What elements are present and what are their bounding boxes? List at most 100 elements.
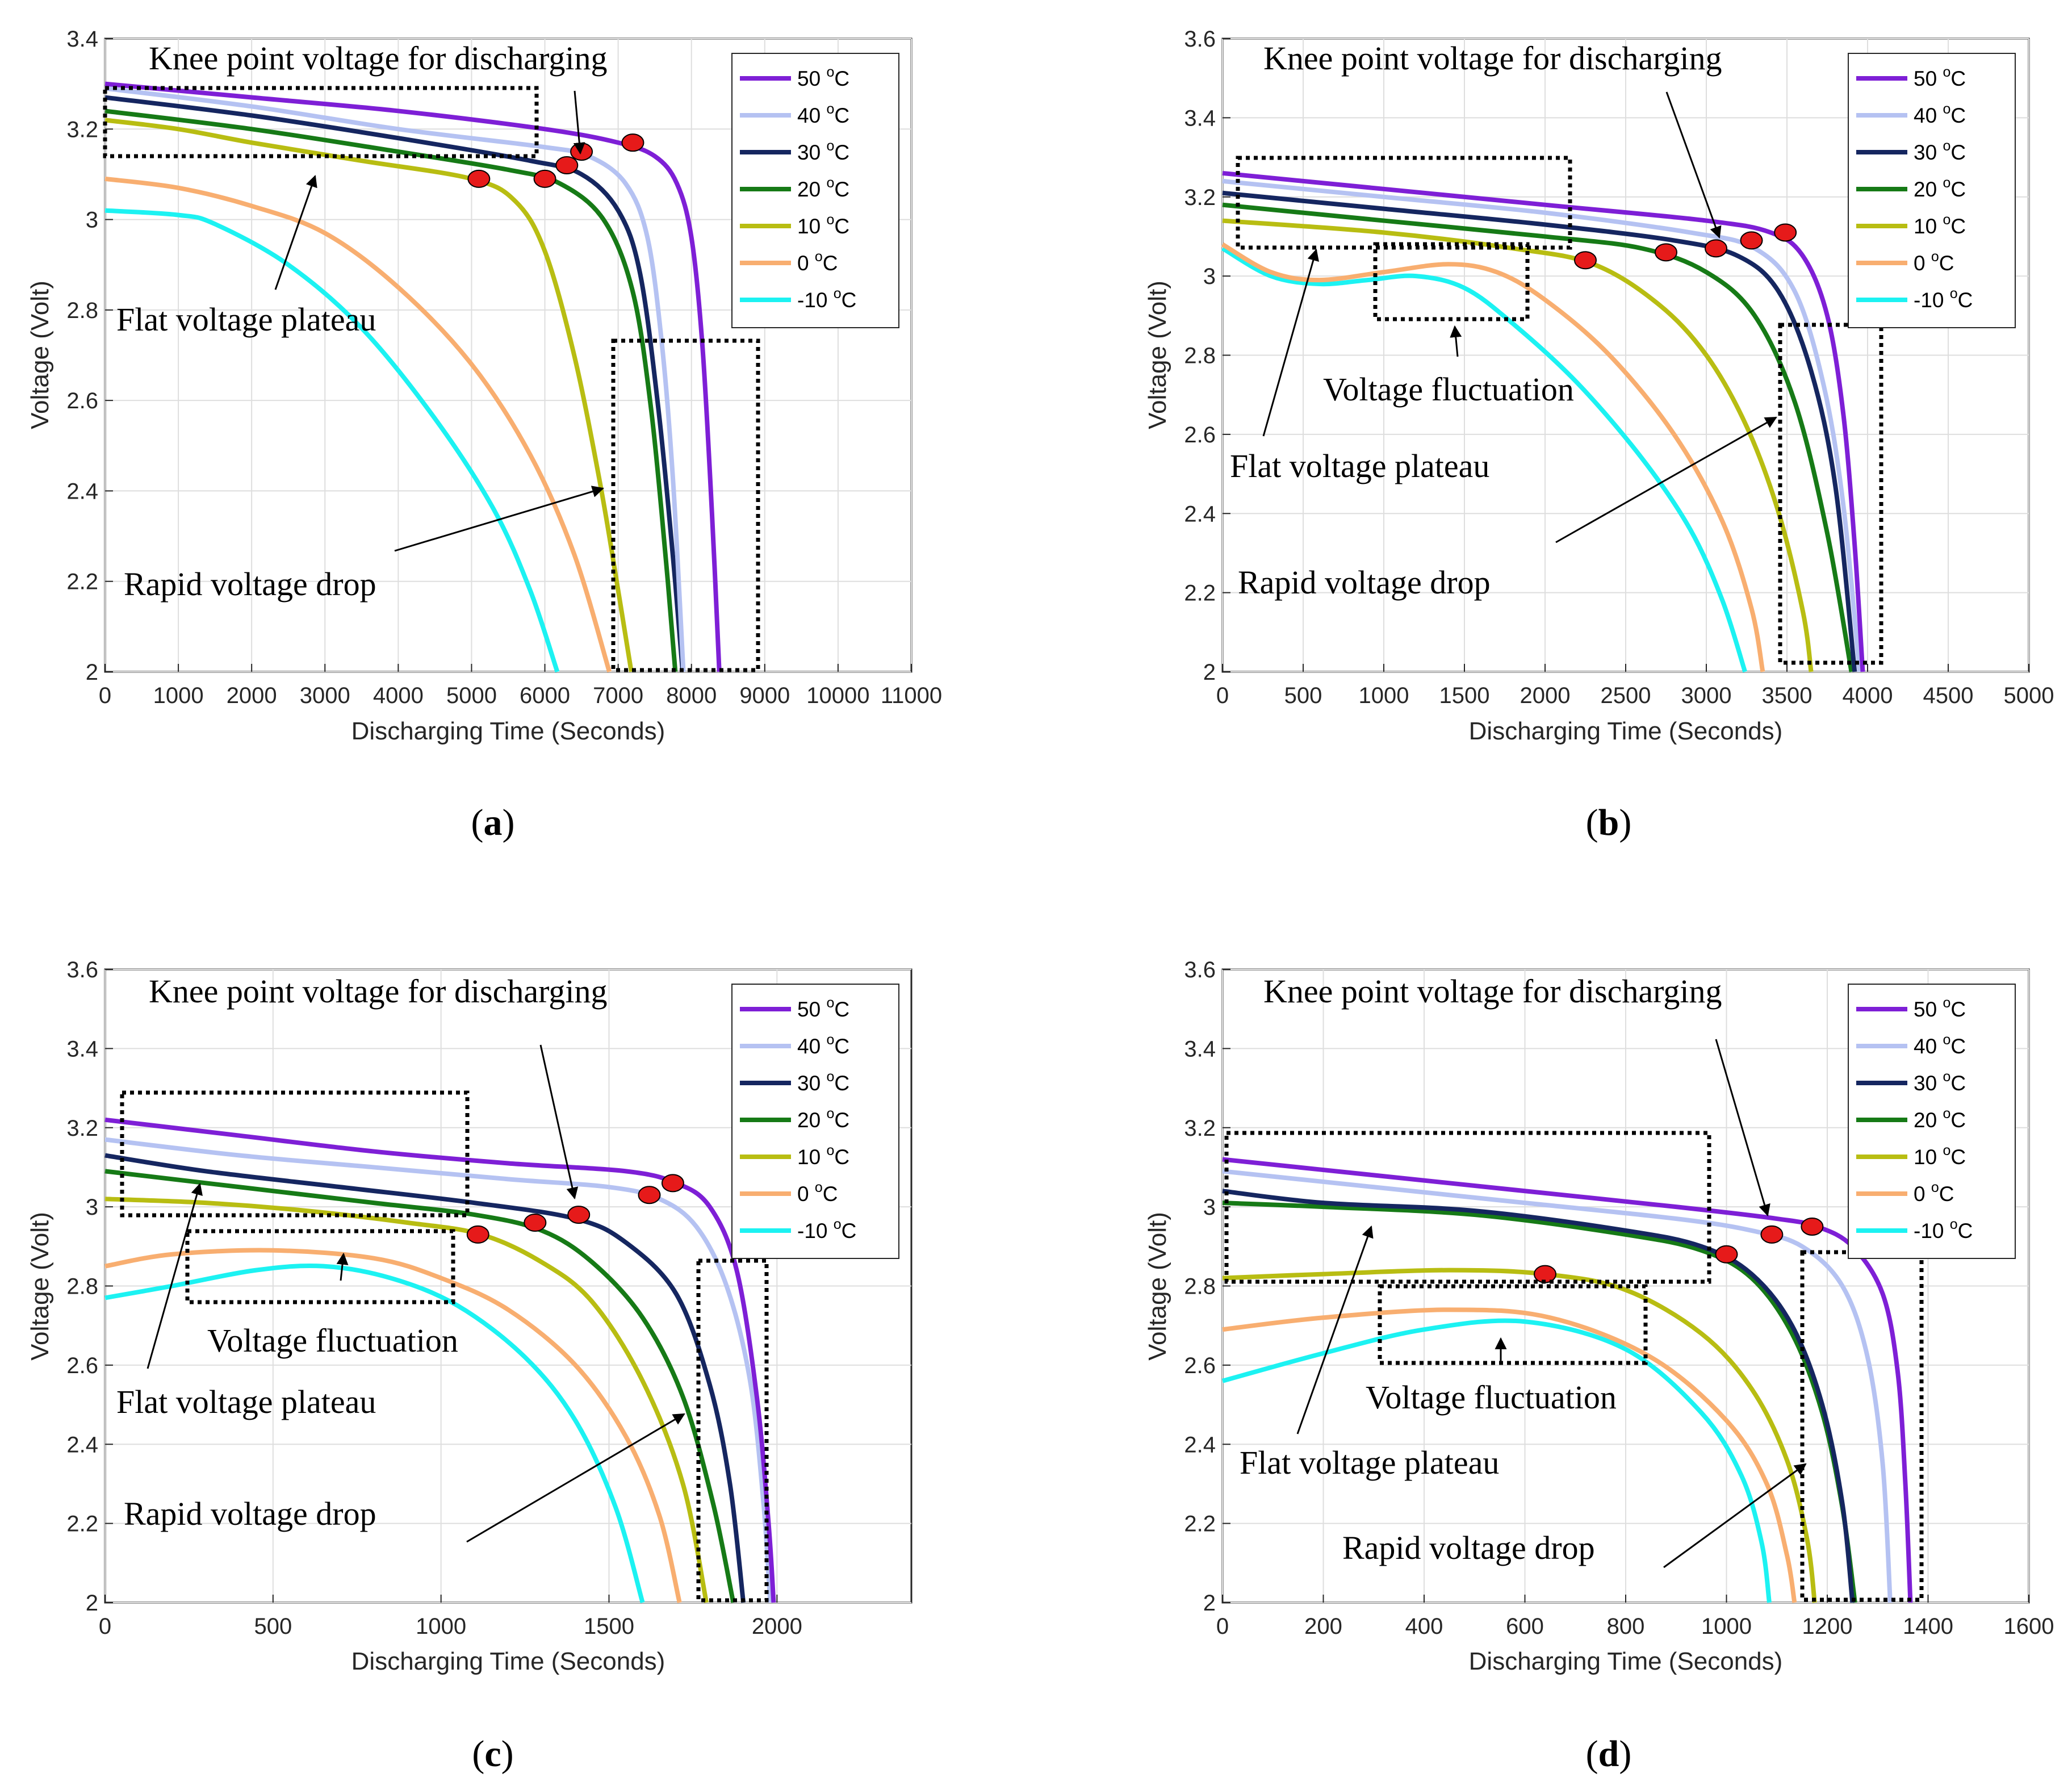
knee-point-40 [570, 143, 593, 161]
x-tick-label: 0 [1216, 1614, 1229, 1639]
panel-d-plateau-box [1224, 1131, 1711, 1284]
panel-b-drop-arrow [1555, 416, 1777, 543]
panel-b-plateau-box [1236, 156, 1572, 250]
y-tick-label: 2.8 [1184, 1274, 1216, 1299]
panel-b-drop-label: Rapid voltage drop [1238, 564, 1491, 601]
panel-a-series [104, 81, 722, 673]
x-tick-label: 600 [1506, 1614, 1544, 1639]
knee-point-30 [1705, 239, 1728, 258]
legend-label-30: 30 oC [1914, 138, 1966, 164]
x-tick-label: 4000 [373, 683, 424, 708]
panel-c-legend: 50 oC 40 oC 30 oC 20 oC 10 oC 0 oC -10 oC [731, 984, 899, 1259]
x-tick-label: 1500 [1439, 683, 1490, 708]
panel-c-fluct-box [185, 1229, 455, 1304]
panel-b-ylabel: Voltage (Volt) [1144, 281, 1171, 429]
panel-d-plateau-arrow [1296, 1225, 1374, 1434]
panel-b-sublabel: (b) [1586, 802, 1632, 843]
panel-d-knees [1534, 1217, 1824, 1283]
x-tick-label: 1000 [416, 1614, 466, 1639]
y-tick-label: 2.4 [1184, 1432, 1216, 1457]
knee-point-30 [1715, 1245, 1738, 1264]
y-tick-label: 2.2 [1184, 581, 1216, 606]
panel-c-series [104, 1117, 776, 1604]
legend-label--10: -10 oC [1914, 1216, 1973, 1243]
legend-label-0: 0 oC [797, 249, 838, 275]
y-tick-label: 3.4 [1184, 106, 1216, 131]
series-line--10 [1221, 1318, 1772, 1603]
panel-b-fluct-arrow [1450, 325, 1462, 357]
legend-label--10: -10 oC [797, 1216, 856, 1243]
panel-b: 0 500 1000 1500 2000 2500 3000 3500 4000 4500 5000… [1144, 27, 2054, 843]
legend-label-40: 40 oC [1914, 1032, 1966, 1058]
panel-a-sublabel: (a) [471, 802, 515, 843]
panel-d-drop-arrow [1663, 1463, 1807, 1568]
knee-point-50 [1774, 223, 1797, 242]
legend-label--10: -10 oC [797, 286, 856, 312]
legend-label-50: 50 oC [797, 995, 849, 1021]
legend-label-30: 30 oC [797, 138, 849, 164]
panel-d: 0 200 400 600 800 1000 1200 1400 1600 2 2.2 2.4 2.6… [1144, 957, 2054, 1775]
panel-c-sublabel: (c) [472, 1733, 513, 1775]
legend-label-10: 10 oC [1914, 1143, 1966, 1169]
legend-label-30: 30 oC [797, 1069, 849, 1095]
panel-a-plateau-label: Flat voltage plateau [116, 301, 376, 338]
knee-point-50 [1801, 1217, 1824, 1236]
legend-label-10: 10 oC [1914, 212, 1966, 238]
x-tick-label: 3500 [1762, 683, 1813, 708]
panel-a-plateau-box [103, 86, 539, 158]
panel-d-fluct-box [1378, 1284, 1648, 1365]
knee-point-20 [524, 1214, 547, 1232]
panel-a-legend: 50 oC 40 oC 30 oC 20 oC 10 oC 0 oC -10 oC [731, 53, 899, 328]
series-line-0 [1221, 242, 1765, 672]
y-tick-label: 3.6 [66, 957, 98, 982]
x-tick-label: 2000 [752, 1614, 802, 1639]
x-tick-label: 200 [1304, 1614, 1342, 1639]
legend-label-50: 50 oC [1914, 995, 1966, 1021]
series-line-10 [1222, 1268, 1817, 1603]
panel-b-knee-arrow [1665, 91, 1722, 239]
series-line-50 [1222, 1157, 1913, 1603]
series-line-20 [1222, 202, 1854, 672]
x-tick-label: 1000 [153, 683, 204, 708]
series-line-30 [104, 95, 685, 672]
y-tick-label: 3.4 [66, 27, 98, 52]
x-tick-label: 1000 [1359, 683, 1409, 708]
series-line-50 [104, 1117, 776, 1603]
panel-a-drop-label: Rapid voltage drop [124, 566, 376, 603]
x-tick-label: 500 [254, 1614, 292, 1639]
knee-point-10 [466, 1225, 489, 1244]
legend-label-40: 40 oC [797, 1032, 849, 1058]
panel-a-xlabel: Discharging Time (Seconds) [351, 717, 665, 745]
panel-c-fluct-arrow [336, 1252, 349, 1281]
panel-c-plateau-box [120, 1090, 470, 1218]
panel-a-ylabel: Voltage (Volt) [26, 281, 54, 429]
knee-point-40 [638, 1186, 661, 1204]
legend-label-20: 20 oC [797, 175, 849, 201]
y-tick-label: 3.4 [1184, 1036, 1216, 1061]
legend-label-50: 50 oC [797, 64, 849, 90]
legend-label-40: 40 oC [797, 101, 849, 127]
panel-c-drop-label: Rapid voltage drop [124, 1495, 376, 1532]
x-tick-label: 2500 [1601, 683, 1651, 708]
knee-point-40 [1760, 1225, 1784, 1244]
knee-point-10 [1574, 251, 1597, 270]
panel-c-plateau-arrow [146, 1182, 203, 1369]
panel-b-legend: 50 oC 40 oC 30 oC 20 oC 10 oC 0 oC -10 oC [1848, 53, 2016, 328]
panel-a-drop-box [611, 338, 760, 672]
x-tick-label: 9000 [739, 683, 790, 708]
x-tick-label: 500 [1284, 683, 1322, 708]
panel-d-knee-label: Knee point voltage for discharging [1263, 973, 1722, 1010]
y-tick-label: 2.6 [1184, 423, 1216, 447]
panel-a-knee-arrow [573, 90, 585, 155]
panel-b-drop-box [1778, 323, 1883, 665]
panel-b-xlabel: Discharging Time (Seconds) [1469, 717, 1783, 745]
y-tick-label: 2.8 [66, 1274, 98, 1299]
panel-b-x-ticks: 0 500 1000 1500 2000 2500 3000 3500 4000 4500 5000 [1216, 664, 2054, 708]
series-line--10 [104, 208, 560, 673]
x-tick-label: 5000 [2004, 683, 2054, 708]
x-tick-label: 8000 [666, 683, 717, 708]
knee-point-50 [661, 1174, 684, 1193]
y-tick-label: 3 [86, 208, 98, 233]
x-tick-label: 800 [1607, 1614, 1645, 1639]
